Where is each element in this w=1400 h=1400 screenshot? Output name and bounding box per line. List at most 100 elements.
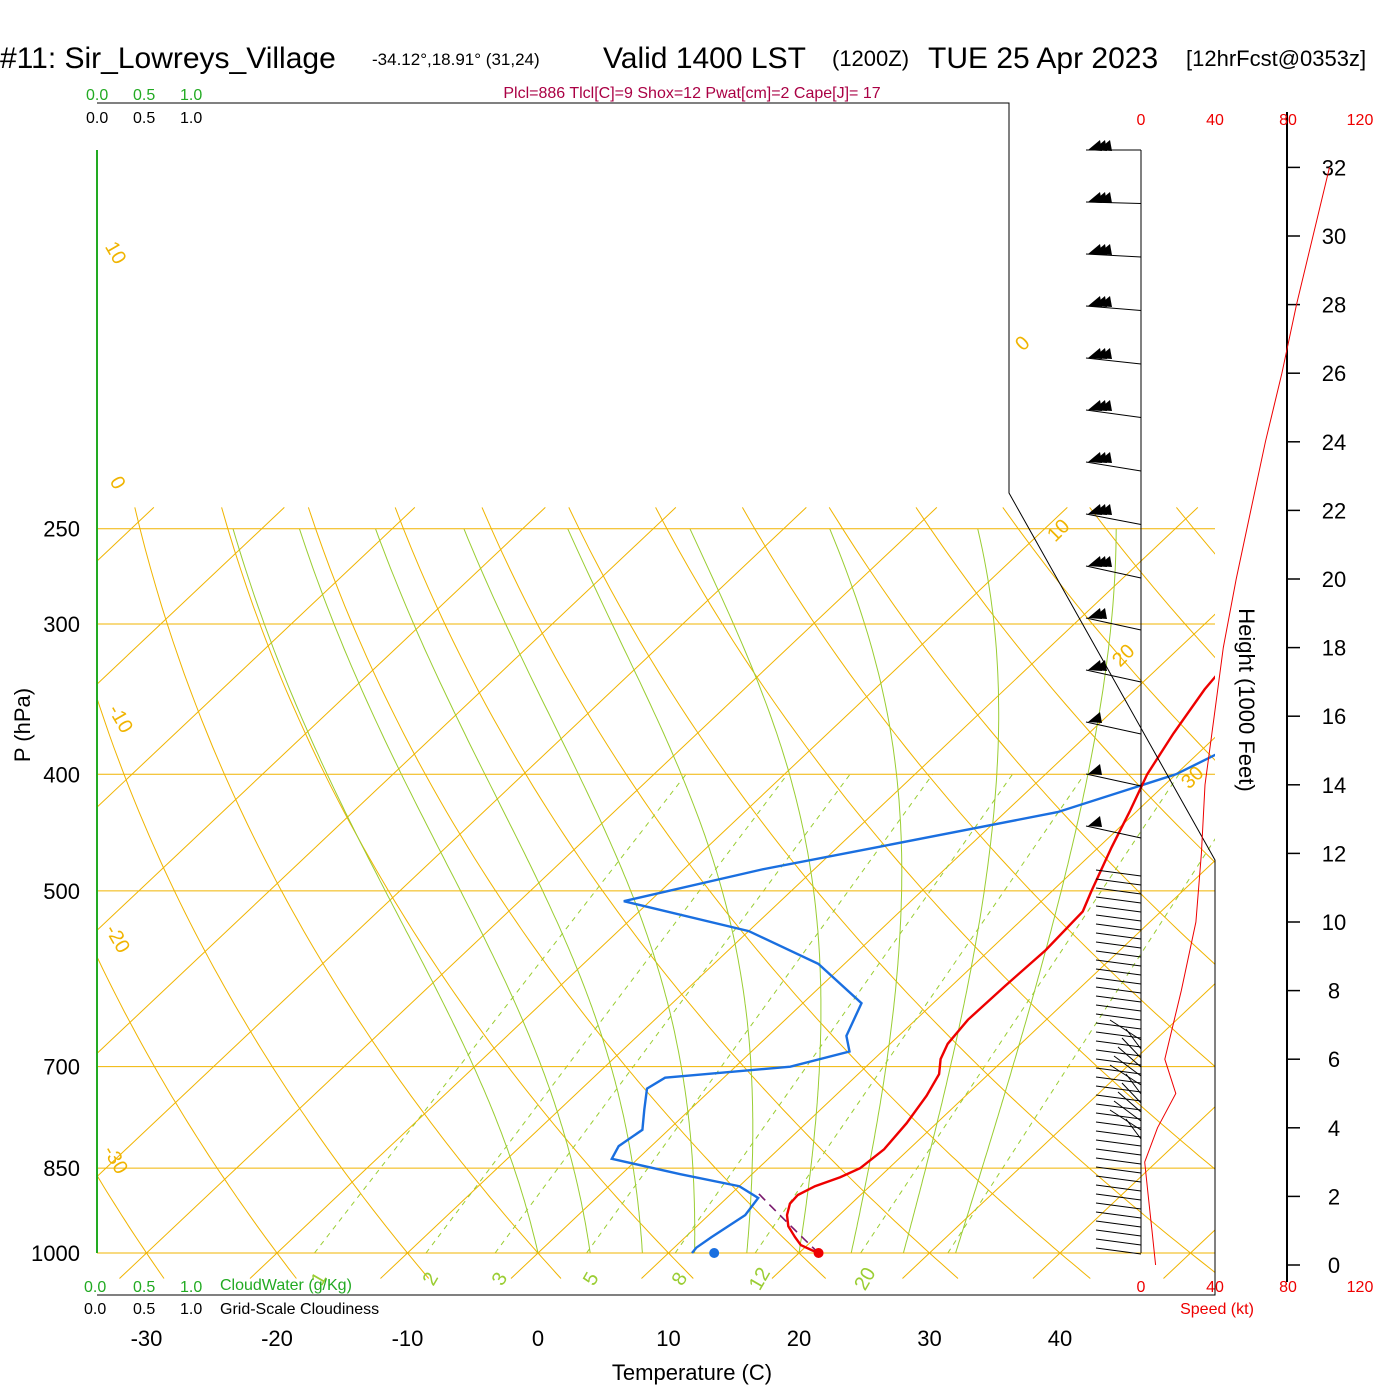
valid-time: Valid 1400 LST (603, 42, 806, 75)
wind-barb (1095, 932, 1142, 940)
wind-barb (1085, 513, 1142, 525)
height-tick-label: 8 (1328, 979, 1340, 1004)
cloudwater-tick: 0.0 (86, 87, 108, 104)
line-label: 12 (745, 1264, 775, 1294)
wind-barb (1095, 950, 1142, 958)
zulu-time: (1200Z) (832, 46, 909, 71)
cloudiness-label: Grid-Scale Cloudiness (220, 1301, 379, 1318)
dry-adiabat-line (1263, 507, 1400, 1278)
line-label: 20 (850, 1264, 880, 1294)
dry-adiabat-line (394, 507, 959, 1279)
line-label: 0 (1011, 332, 1034, 355)
wind-barb-flag (1098, 504, 1112, 515)
pressure-tick-label: 250 (43, 517, 80, 542)
moist-adiabat-line (463, 528, 696, 1253)
wind-barb (1095, 896, 1142, 904)
dry-adiabat-line (1002, 507, 1215, 761)
wind-barb (1095, 878, 1142, 886)
wind-barb (1095, 1040, 1142, 1048)
wind-barb-flag (1098, 140, 1112, 151)
dry-adiabat-line (97, 955, 297, 1279)
speed-scale-top: 0 40 80 120 (1137, 112, 1374, 129)
y-axis-label: P (hPa) (10, 688, 35, 762)
height-tick-label: 6 (1328, 1047, 1340, 1072)
height-tick-label: 26 (1322, 361, 1346, 386)
wind-barb (1095, 887, 1142, 895)
isotherm-line (119, 507, 938, 1279)
wind-barb-flag (1098, 192, 1112, 203)
mixing-ratio-line (494, 773, 851, 1254)
wind-barb (1125, 1028, 1142, 1050)
height-tick-label: 18 (1322, 636, 1346, 661)
x-tick-label: 20 (787, 1326, 811, 1351)
height-tick-label: 4 (1328, 1116, 1340, 1141)
station-title: #11: Sir_Lowreys_Village (0, 42, 336, 75)
station-coords: -34.12°,18.91° (31,24) (372, 50, 540, 69)
cloudwater-tick: 0.0 (84, 1279, 106, 1296)
moist-adiabat-lines (232, 528, 1117, 1254)
wind-barb-flag (1098, 400, 1112, 411)
isotherm-line (510, 613, 1215, 1279)
pressure-axis-ticks: 250 300 400 500 700 850 1000 (31, 517, 80, 1266)
isotherm-line (902, 982, 1215, 1279)
wind-barb (1095, 1076, 1142, 1084)
wind-barb (1085, 825, 1142, 839)
dry-adiabat-line (741, 507, 1215, 1068)
cloudwater-tick: 1.0 (180, 1279, 202, 1296)
wind-barb (1095, 1139, 1142, 1147)
cloudwater-label: CloudWater (g/Kg) (220, 1277, 352, 1294)
pressure-tick-label: 700 (43, 1055, 80, 1080)
dry-adiabat-line (1350, 507, 1400, 1278)
x-tick-label: 0 (532, 1326, 544, 1351)
pressure-tick-label: 400 (43, 762, 80, 787)
cloudiness-tick: 1.0 (180, 110, 202, 127)
speed-tick: 80 (1279, 1279, 1297, 1296)
wind-barb (1085, 253, 1142, 258)
wind-barb (1095, 1103, 1142, 1111)
wind-barb (1095, 986, 1142, 994)
isotherm-line (97, 507, 416, 808)
moist-adiabat-line (375, 528, 643, 1254)
x-tick-label: -10 (392, 1326, 424, 1351)
cloudwater-scale-bottom: 0.0 0.5 1.0 CloudWater (g/Kg) 0.0 0.5 1.… (84, 1277, 379, 1318)
wind-barb (1117, 1046, 1142, 1068)
wind-barb (1085, 617, 1142, 631)
line-label: 5 (579, 1269, 604, 1290)
wind-barb-flag (1098, 348, 1112, 359)
dry-adiabat-line (568, 507, 1215, 1274)
wind-barb-flag (1098, 452, 1112, 463)
line-label: 8 (668, 1269, 693, 1290)
dry-adiabat-line (481, 507, 1091, 1279)
wind-barb-flag (1088, 764, 1102, 775)
pressure-tick-label: 500 (43, 879, 80, 904)
dry-adiabat-line (134, 507, 562, 1279)
speed-tick: 0 (1137, 112, 1146, 129)
pressure-tick-label: 850 (43, 1156, 80, 1181)
height-tick-label: 20 (1322, 567, 1346, 592)
mixing-ratio-lines (314, 773, 1215, 1254)
wind-barb (1095, 1013, 1142, 1021)
speed-tick: 40 (1206, 1279, 1224, 1296)
wind-barb (1095, 1130, 1142, 1138)
valid-date: TUE 25 Apr 2023 (928, 42, 1158, 75)
wind-barb (1095, 1229, 1142, 1237)
wind-barb (1085, 773, 1142, 787)
isotherm-line (380, 507, 1199, 1279)
line-label: 10 (1043, 515, 1074, 546)
wind-barb-flag (1098, 556, 1112, 567)
stability-indices: Plcl=886 Tlcl[C]=9 Shox=12 Pwat[cm]=2 Ca… (503, 85, 880, 102)
wind-barb (1095, 869, 1142, 877)
speed-tick: 80 (1279, 112, 1297, 129)
wind-speed-profile (1144, 167, 1330, 1266)
wind-barb (1095, 1121, 1142, 1129)
height-tick-label: 30 (1322, 224, 1346, 249)
wind-barb (1095, 1238, 1142, 1246)
cloudwater-tick: 0.5 (133, 1279, 155, 1296)
x-tick-label: 40 (1048, 1326, 1072, 1351)
height-tick-label: 28 (1322, 293, 1346, 318)
isotherm-line (1032, 1106, 1215, 1279)
dry-adiabat-line (655, 507, 1215, 1170)
wind-barb (1121, 1037, 1142, 1059)
temperature-axis-ticks: -30 -20 -10 0 10 20 30 40 (131, 1326, 1073, 1351)
